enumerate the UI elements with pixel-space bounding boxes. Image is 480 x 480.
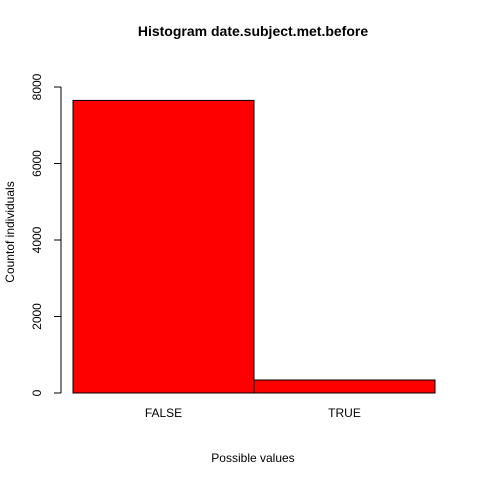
y-axis: 0 2000 4000 6000 8000 bbox=[30, 73, 62, 396]
y-axis-label: Countof individuals bbox=[3, 181, 17, 282]
bars-group bbox=[72, 99, 436, 394]
bar-true bbox=[253, 379, 436, 394]
y-tick-label-0: 0 bbox=[30, 389, 44, 396]
x-tick-labels: FALSE TRUE bbox=[145, 406, 361, 420]
y-tick-label-4000: 4000 bbox=[30, 226, 44, 253]
x-tick-label-true: TRUE bbox=[328, 406, 361, 420]
x-tick-label-false: FALSE bbox=[145, 406, 182, 420]
x-axis-label: Possible values bbox=[211, 451, 294, 465]
bar-false bbox=[72, 99, 255, 394]
y-tick-label-6000: 6000 bbox=[30, 150, 44, 177]
y-tick-label-2000: 2000 bbox=[30, 303, 44, 330]
chart-title: Histogram date.subject.met.before bbox=[138, 23, 368, 39]
y-tick-label-8000: 8000 bbox=[30, 73, 44, 100]
